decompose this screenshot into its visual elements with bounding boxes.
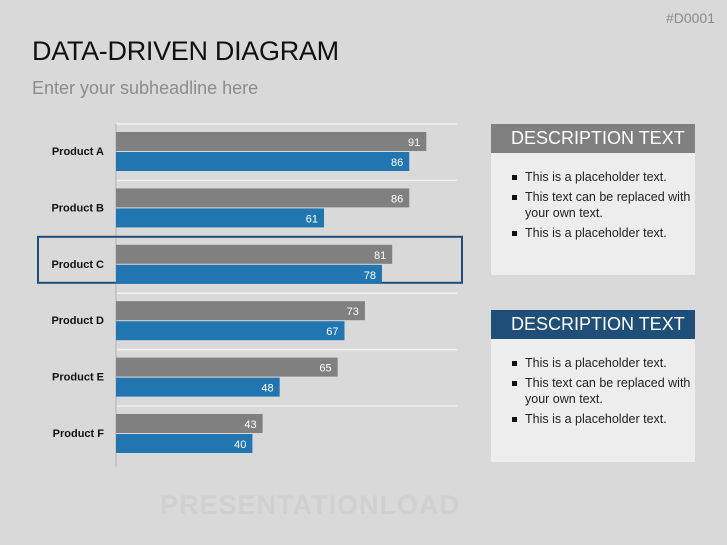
bar [116, 414, 263, 433]
data-label: 73 [347, 306, 359, 318]
bullet-item: This is a placeholder text. [512, 225, 695, 241]
bar [116, 321, 345, 341]
bar [116, 357, 338, 377]
description-box-1: DESCRIPTION TEXT This is a placeholder t… [491, 124, 695, 275]
bullet-item: This is a placeholder text. [512, 411, 695, 427]
category-label: Product E [52, 372, 104, 384]
bullet-list: This is a placeholder text. This text ca… [491, 169, 695, 241]
data-label: 67 [326, 326, 338, 338]
data-label: 65 [319, 363, 331, 375]
data-label: 91 [408, 137, 420, 149]
data-label: 61 [306, 213, 318, 225]
bullet-item: This text can be replaced with your own … [512, 189, 695, 221]
category-label: Product D [51, 315, 104, 327]
bar [116, 244, 393, 264]
bullet-item: This text can be replaced with your own … [512, 375, 695, 407]
slide-code: #D0001 [665, 10, 715, 26]
data-label: 40 [234, 439, 246, 451]
bar [116, 434, 253, 453]
data-label: 43 [244, 419, 256, 431]
description-header: DESCRIPTION TEXT [491, 310, 695, 339]
category-label: Product A [52, 146, 104, 158]
description-header: DESCRIPTION TEXT [491, 124, 695, 153]
bar [116, 188, 410, 208]
bar [116, 132, 427, 151]
bullet-list: This is a placeholder text. This text ca… [491, 355, 695, 427]
page-subtitle: Enter your subheadline here [32, 78, 259, 98]
bar [116, 264, 382, 284]
data-label: 48 [261, 383, 273, 395]
data-label: 86 [391, 157, 403, 169]
description-box-2: DESCRIPTION TEXT This is a placeholder t… [491, 310, 695, 462]
bar [116, 377, 280, 397]
page-title: DATA-DRIVEN DIAGRAM [32, 36, 339, 66]
bar [116, 152, 410, 171]
category-label: Product C [51, 259, 104, 271]
bullet-item: This is a placeholder text. [512, 169, 695, 185]
bar [116, 301, 365, 321]
data-label: 81 [374, 250, 386, 262]
bar [116, 208, 325, 228]
category-label: Product B [51, 202, 104, 214]
category-label: Product F [53, 428, 105, 440]
watermark: PRESENTATIONLOAD [160, 490, 461, 520]
data-label: 78 [364, 270, 376, 282]
data-label: 86 [391, 193, 403, 205]
bullet-item: This is a placeholder text. [512, 355, 695, 371]
